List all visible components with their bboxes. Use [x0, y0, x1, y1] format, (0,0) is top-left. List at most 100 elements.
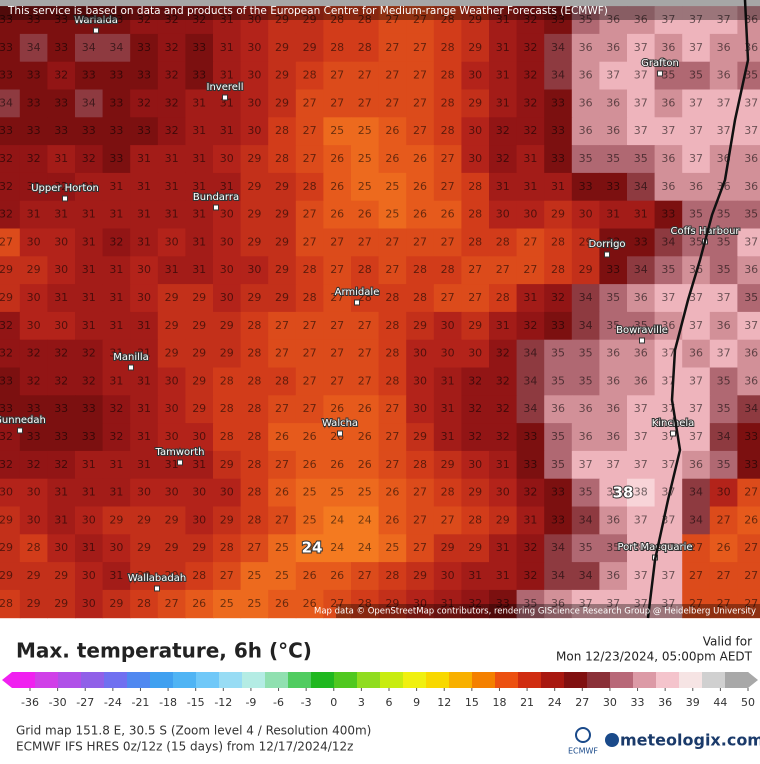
- grid-value: 25: [358, 486, 372, 499]
- grid-value: 33: [54, 13, 68, 26]
- temp-cell: [130, 506, 159, 535]
- grid-value: 24: [358, 541, 372, 554]
- grid-value: 33: [744, 458, 758, 471]
- temp-cell: [544, 172, 573, 202]
- grid-value: 36: [606, 569, 620, 582]
- grid-value: 35: [579, 347, 593, 360]
- temp-cell: [461, 228, 490, 257]
- temp-cell: [75, 339, 104, 368]
- place-label: Warialda: [74, 15, 118, 26]
- grid-value: 27: [303, 402, 317, 415]
- temp-cell: [378, 367, 407, 396]
- grid-value: 32: [0, 152, 13, 165]
- grid-value: 37: [717, 13, 731, 26]
- temp-cell: [323, 200, 352, 229]
- temp-cell: [157, 284, 186, 313]
- grid-value: 29: [468, 96, 482, 109]
- temp-cell: [571, 172, 600, 202]
- temp-cell: [406, 311, 435, 341]
- temp-cell: [19, 117, 48, 146]
- temp-cell: [489, 478, 518, 507]
- grid-value: 31: [165, 263, 179, 276]
- grid-value: 27: [441, 180, 455, 193]
- grid-value: 32: [496, 124, 510, 137]
- temp-cell: [489, 423, 518, 452]
- grid-value: 37: [579, 458, 593, 471]
- grid-value: 32: [496, 430, 510, 443]
- temp-cell: [378, 145, 407, 174]
- grid-value: 33: [551, 124, 565, 137]
- temp-cell: [599, 61, 628, 90]
- colorbar-segment: [219, 672, 243, 688]
- grid-value: 30: [220, 208, 234, 221]
- temp-cell: [737, 6, 760, 35]
- grid-value: 25: [247, 597, 261, 610]
- temp-cell: [351, 172, 380, 202]
- temp-cell: [19, 339, 48, 368]
- grid-value: 33: [82, 13, 96, 26]
- temp-cell: [709, 311, 738, 341]
- temp-cell: [571, 6, 600, 35]
- grid-value: 37: [606, 597, 620, 610]
- grid-value: 28: [441, 263, 455, 276]
- grid-value: 30: [109, 541, 123, 554]
- temp-cell: [489, 367, 518, 396]
- temp-cell: [75, 256, 104, 285]
- grid-value: 27: [385, 41, 399, 54]
- grid-value: 27: [358, 347, 372, 360]
- temp-cell: [213, 589, 242, 619]
- colorbar-tick-label: 0: [330, 696, 337, 709]
- grid-value: 28: [220, 541, 234, 554]
- grid-value: 35: [717, 402, 731, 415]
- temp-cell: [654, 506, 683, 535]
- grid-value: 31: [441, 402, 455, 415]
- grid-value: 28: [385, 374, 399, 387]
- grid-value: 31: [192, 124, 206, 137]
- grid-value: 29: [579, 263, 593, 276]
- grid-value: 28: [303, 263, 317, 276]
- grid-value: 37: [661, 347, 675, 360]
- temp-cell: [240, 367, 269, 396]
- grid-value: 30: [413, 597, 427, 610]
- temp-cell: [0, 284, 21, 313]
- grid-value: 32: [523, 541, 537, 554]
- grid-value: 27: [441, 235, 455, 248]
- temp-cell: [406, 450, 435, 480]
- grid-value: 33: [27, 13, 41, 26]
- grid-value: 33: [27, 430, 41, 443]
- grid-value: 34: [82, 96, 96, 109]
- place-label: Tamworth: [155, 447, 205, 458]
- grid-value: 27: [303, 347, 317, 360]
- grid-value: 29: [303, 13, 317, 26]
- grid-value: 37: [634, 458, 648, 471]
- temp-cell: [47, 478, 76, 507]
- temp-cell: [295, 395, 324, 424]
- grid-value: 24: [358, 513, 372, 526]
- temp-cell: [406, 423, 435, 452]
- grid-value: 36: [634, 347, 648, 360]
- temp-cell: [75, 450, 104, 480]
- temp-cell: [433, 256, 462, 285]
- grid-value: 31: [523, 291, 537, 304]
- grid-value: 28: [220, 402, 234, 415]
- temp-cell: [737, 339, 760, 368]
- temp-cell: [351, 311, 380, 341]
- model-info: ECMWF IFS HRES 0z/12z (15 days) from 12/…: [16, 740, 353, 754]
- temp-cell: [130, 6, 159, 35]
- temp-cell: [489, 200, 518, 229]
- grid-value: 32: [496, 152, 510, 165]
- temp-cell: [102, 200, 131, 229]
- grid-value: 35: [579, 13, 593, 26]
- grid-value: 29: [275, 208, 289, 221]
- grid-value: 33: [82, 124, 96, 137]
- temp-cell: [516, 172, 545, 202]
- grid-value: 26: [330, 458, 344, 471]
- temp-cell: [461, 506, 490, 535]
- temp-cell: [544, 200, 573, 229]
- temp-cell: [516, 589, 545, 619]
- grid-value: 27: [413, 69, 427, 82]
- grid-value: 37: [717, 291, 731, 304]
- grid-value: 33: [109, 152, 123, 165]
- temp-cell: [682, 562, 711, 591]
- temp-cell: [268, 117, 297, 146]
